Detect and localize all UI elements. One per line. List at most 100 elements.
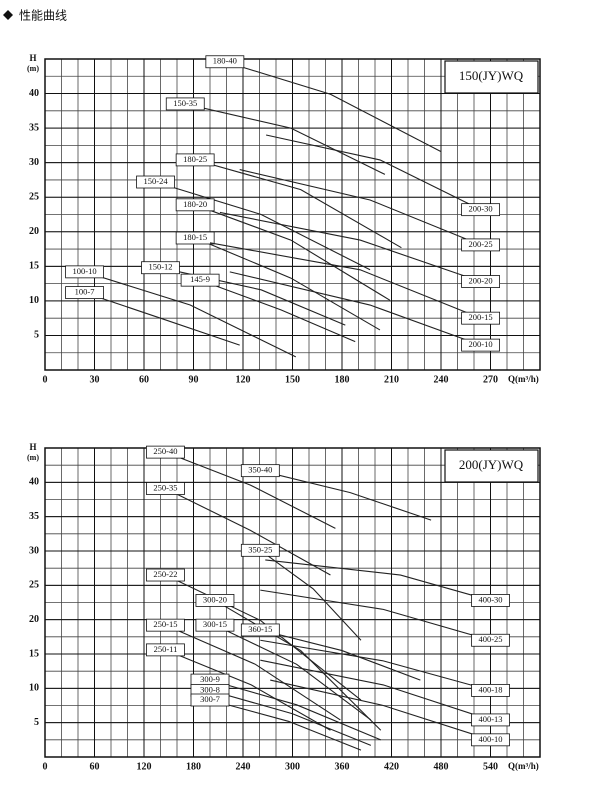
chart-title: 150(JY)WQ [459, 68, 524, 83]
curve [219, 211, 481, 283]
heading: 性能曲线 [19, 9, 67, 23]
y-axis-label: H [29, 53, 36, 63]
title-box [444, 449, 539, 483]
curve-label-box [146, 568, 185, 582]
curve-label: 250-11 [154, 644, 178, 654]
x-tick-label: 90 [189, 374, 199, 385]
curve-label-box [65, 265, 104, 279]
x-tick-label: 240 [236, 761, 251, 772]
curve-label-box [461, 338, 501, 352]
curve-label: 400-18 [478, 684, 502, 694]
curve-label-box [471, 713, 510, 727]
curve [199, 279, 356, 343]
curve-label: 180-25 [183, 154, 207, 164]
curve [194, 204, 391, 301]
curve [224, 61, 442, 153]
curve-label-box [190, 693, 230, 707]
curve [209, 689, 372, 746]
curve-label-box [461, 311, 501, 325]
curve-label: 300-8 [200, 684, 220, 694]
curve-label-box [180, 273, 220, 287]
x-tick-label: 420 [384, 761, 399, 772]
curve-label: 300-15 [203, 619, 227, 629]
y-tick-label: 40 [29, 88, 39, 99]
y-tick-label: 20 [29, 614, 39, 625]
curve-label: 200-25 [469, 239, 493, 249]
curve [84, 271, 297, 358]
curve [260, 659, 491, 721]
curve [165, 451, 336, 529]
chart: 0 30 60 90 120 150 180 210 240 270 5 10 15 20 25 30 35 40… [27, 53, 541, 385]
curve [185, 103, 386, 175]
curve-label-box [175, 198, 215, 212]
x-tick-label: 120 [137, 761, 152, 772]
y-tick-label: 35 [29, 511, 39, 522]
curve-label: 150-24 [144, 176, 169, 186]
x-tick-label: 240 [434, 374, 449, 385]
x-tick-label: 480 [434, 761, 449, 772]
curve [214, 599, 382, 731]
x-axis-label: Q(m³/h) [508, 761, 539, 771]
x-tick-label: 270 [483, 374, 498, 385]
curve [195, 159, 402, 249]
curve-label-box [461, 275, 501, 288]
y-axis-label: (m) [27, 64, 39, 73]
curve-label: 145-9 [190, 274, 210, 284]
curve [165, 488, 331, 576]
x-tick-label: 540 [483, 761, 498, 772]
curve [260, 589, 491, 641]
chart-title: 200(JY)WQ [459, 457, 524, 472]
curve-label-box [471, 594, 510, 607]
curve-label-box [205, 55, 245, 69]
x-tick-label: 180 [186, 761, 201, 772]
curve-label-box [461, 203, 501, 217]
curve-label: 100-10 [73, 266, 97, 276]
curve [209, 242, 481, 319]
curve-label-box [175, 153, 215, 167]
curve-label-box [146, 643, 185, 657]
curve-label-box [471, 633, 510, 647]
curve-label: 350-25 [248, 544, 272, 554]
curve [194, 237, 381, 331]
curve-label-box [461, 238, 501, 252]
x-tick-label: 60 [90, 761, 100, 772]
curve-label: 300-9 [200, 674, 220, 684]
y-tick-label: 25 [29, 192, 39, 203]
x-tick-label: 210 [384, 374, 399, 385]
curve-label: 300-7 [200, 694, 220, 704]
curve-label: 200-30 [469, 204, 493, 214]
y-tick-label: 15 [29, 261, 39, 272]
curve-label-box [141, 261, 180, 275]
curve-label: 200-15 [469, 312, 493, 322]
x-tick-label: 180 [335, 374, 350, 385]
curve-label: 200-20 [469, 275, 493, 285]
x-axis-label: Q(m³/h) [508, 374, 539, 384]
y-tick-label: 15 [29, 648, 39, 659]
curve-label: 150-12 [148, 262, 172, 272]
curve-label: 100-7 [75, 287, 95, 297]
curve [84, 292, 240, 346]
curve [260, 629, 421, 681]
curve-label-box [195, 594, 235, 607]
y-tick-label: 20 [29, 226, 39, 237]
curve [265, 134, 481, 211]
curve [214, 624, 372, 721]
y-axis-label: (m) [27, 453, 39, 462]
curve-label-box [240, 623, 280, 637]
y-tick-label: 5 [34, 330, 39, 341]
curve-label-box [240, 543, 280, 557]
curve-label: 180-40 [213, 56, 237, 66]
curve [165, 649, 331, 731]
curve [209, 679, 381, 741]
curve-label: 350-40 [248, 465, 272, 475]
curve-label: 250-22 [153, 569, 177, 579]
bullet-icon [3, 10, 13, 20]
curve [165, 624, 341, 721]
curve-label: 150-35 [173, 98, 197, 108]
curve [260, 639, 491, 691]
x-tick-label: 360 [335, 761, 350, 772]
y-tick-label: 30 [29, 545, 39, 556]
curve [270, 679, 491, 741]
curve-label: 250-15 [153, 619, 177, 629]
curve [239, 169, 481, 246]
